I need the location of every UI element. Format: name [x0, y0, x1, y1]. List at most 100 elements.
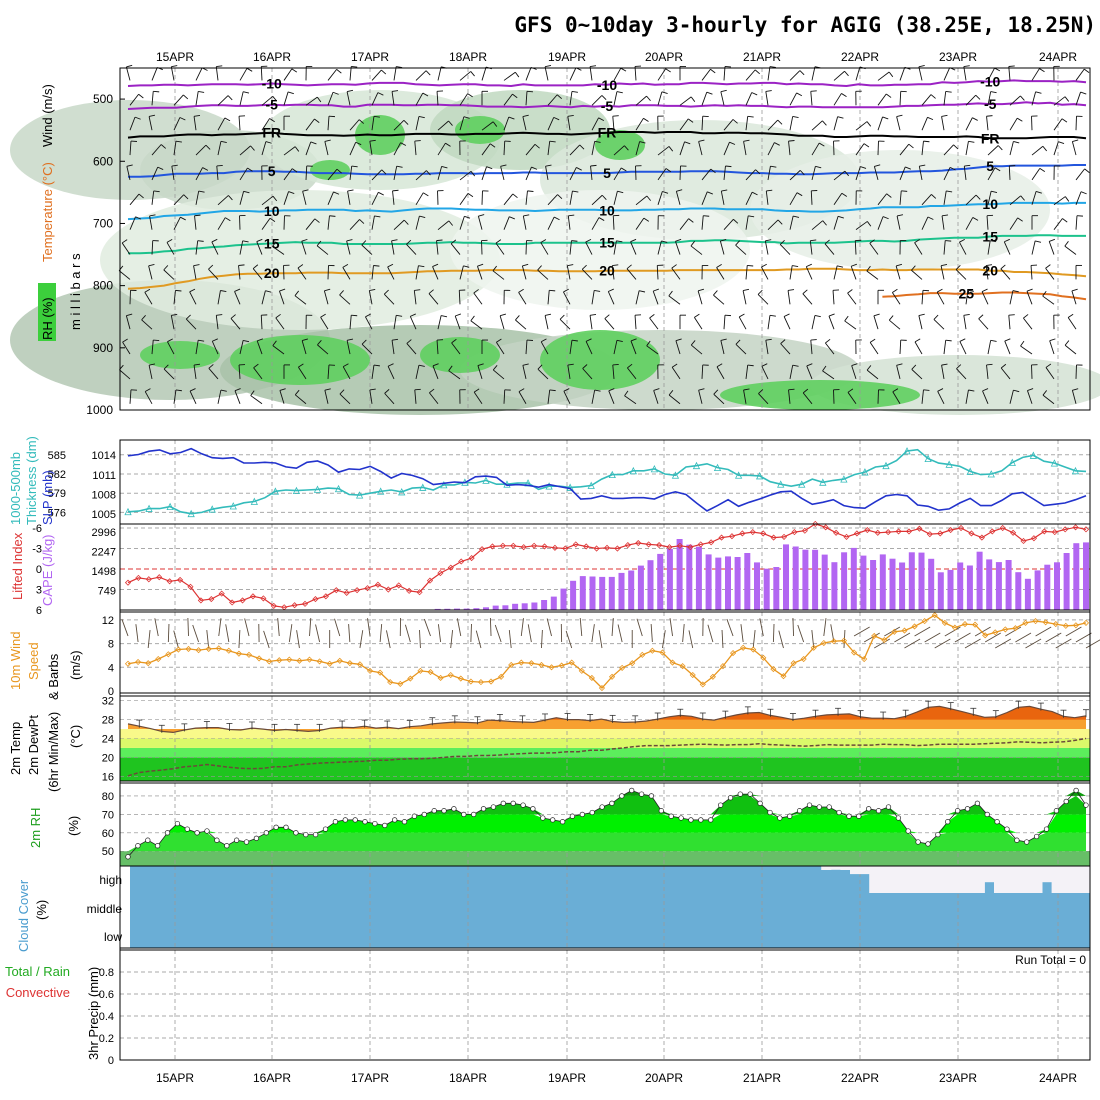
wind10m-barb [348, 624, 351, 643]
wind10m-point [881, 636, 888, 644]
wind10m-barb [1035, 626, 1052, 637]
wind10m-barb [206, 630, 210, 649]
cape-bar [1054, 562, 1060, 610]
wind-barb [275, 317, 285, 330]
wind-barb [279, 390, 285, 404]
wind10m-point [608, 673, 616, 680]
wind-barb [585, 241, 593, 255]
cloud-high-cell [830, 866, 841, 870]
wind-barb [320, 317, 329, 330]
wind-barb [148, 265, 153, 280]
wind-barb-flag [796, 192, 803, 197]
wind-barb [144, 391, 153, 404]
wind-barb-flag [758, 389, 764, 394]
wind-barb [327, 116, 330, 131]
lifted-index-point [624, 542, 631, 549]
wind-barb-flag [149, 214, 156, 217]
wind-barb [525, 91, 528, 106]
wind-barb-flag [567, 114, 574, 117]
wind10m-point [528, 660, 535, 667]
wind-barb [855, 143, 865, 156]
wind10m-point [447, 671, 454, 679]
wind-barb [959, 241, 967, 255]
cape-bar [599, 576, 606, 610]
cape-bar [802, 549, 809, 610]
wind-barb [811, 120, 823, 131]
wind-barb-flag [381, 169, 387, 175]
wind-barb [1075, 191, 1082, 205]
wind-barb-flag [579, 144, 585, 150]
wind-barb [297, 366, 307, 380]
wind-barb [767, 66, 771, 81]
wind-barb [956, 368, 967, 380]
lifted-index-point [833, 529, 840, 536]
wind-barb [679, 218, 689, 230]
wind10m-point [498, 673, 505, 680]
rh-point [875, 808, 882, 814]
wind-barb-flag [183, 194, 189, 200]
thickness-point [377, 487, 385, 495]
wind-barb-flag [866, 121, 872, 127]
wind-barb [723, 315, 726, 330]
wind10m-point [286, 656, 293, 663]
wind-barb-flag [766, 189, 773, 192]
rh-point [629, 787, 635, 794]
wind-barb [569, 190, 573, 205]
wind-barb [789, 215, 794, 230]
lifted-index-point [270, 602, 277, 609]
wind-barb-flag [492, 265, 498, 272]
wind-barb [921, 194, 932, 206]
lifted-index-point [895, 528, 902, 535]
wind-barb [193, 116, 197, 131]
wind-barb-flag [698, 388, 705, 391]
wind10m-barb [934, 638, 951, 649]
wind-barb [500, 166, 505, 181]
rh-point [342, 817, 348, 823]
wind-barb-flag [175, 289, 182, 292]
wind-barb [371, 364, 375, 379]
wind-barb-flag [396, 66, 403, 68]
wind-barb [547, 389, 551, 404]
wind-barb-flag [754, 69, 761, 75]
wind-barb [437, 142, 446, 156]
lifted-index-point [645, 541, 652, 548]
cloud-high-cell [850, 866, 861, 875]
wind-barb-flag [896, 114, 903, 118]
wind10m-barb [546, 618, 552, 637]
wind-barb [828, 315, 835, 330]
wind-barb-flag [1049, 338, 1056, 342]
wind-barb-flag [387, 363, 394, 367]
wind-barb [965, 117, 973, 131]
wind-barb-flag [792, 265, 799, 267]
wind-barb-flag [445, 142, 451, 147]
wind-barb-flag [220, 140, 227, 144]
wind-barb [891, 292, 901, 305]
wind-barb [613, 240, 617, 255]
wind-barb-flag [690, 240, 696, 247]
wind-barb [591, 389, 596, 404]
wind-barb-flag [837, 116, 844, 119]
cloud-high-cell [1003, 866, 1014, 893]
wind-barb [569, 240, 572, 255]
rh-point [411, 813, 418, 819]
cape-tick-2247: 2247 [92, 547, 116, 559]
wind-barb-flag [1064, 340, 1070, 346]
wind-barb [437, 66, 442, 81]
wind-barb-flag [612, 363, 619, 366]
wind-barb-flag [626, 264, 632, 270]
cloud-high-cell [946, 866, 957, 893]
wind-barb-flag [914, 239, 920, 244]
rh-point [1033, 833, 1040, 840]
wind-barb-flag [391, 90, 399, 92]
wind-barb [635, 290, 640, 305]
wind-barb [987, 167, 996, 181]
wind-barb [252, 268, 263, 280]
cape-bar [976, 551, 983, 610]
wind-barb [690, 344, 703, 355]
wind-barb [921, 117, 928, 131]
wind-barb [877, 71, 890, 81]
wind-barb [811, 66, 816, 81]
precip-tick-0: 0 [108, 1055, 114, 1067]
wind-barb [1009, 290, 1014, 305]
wind-barb [171, 166, 175, 180]
